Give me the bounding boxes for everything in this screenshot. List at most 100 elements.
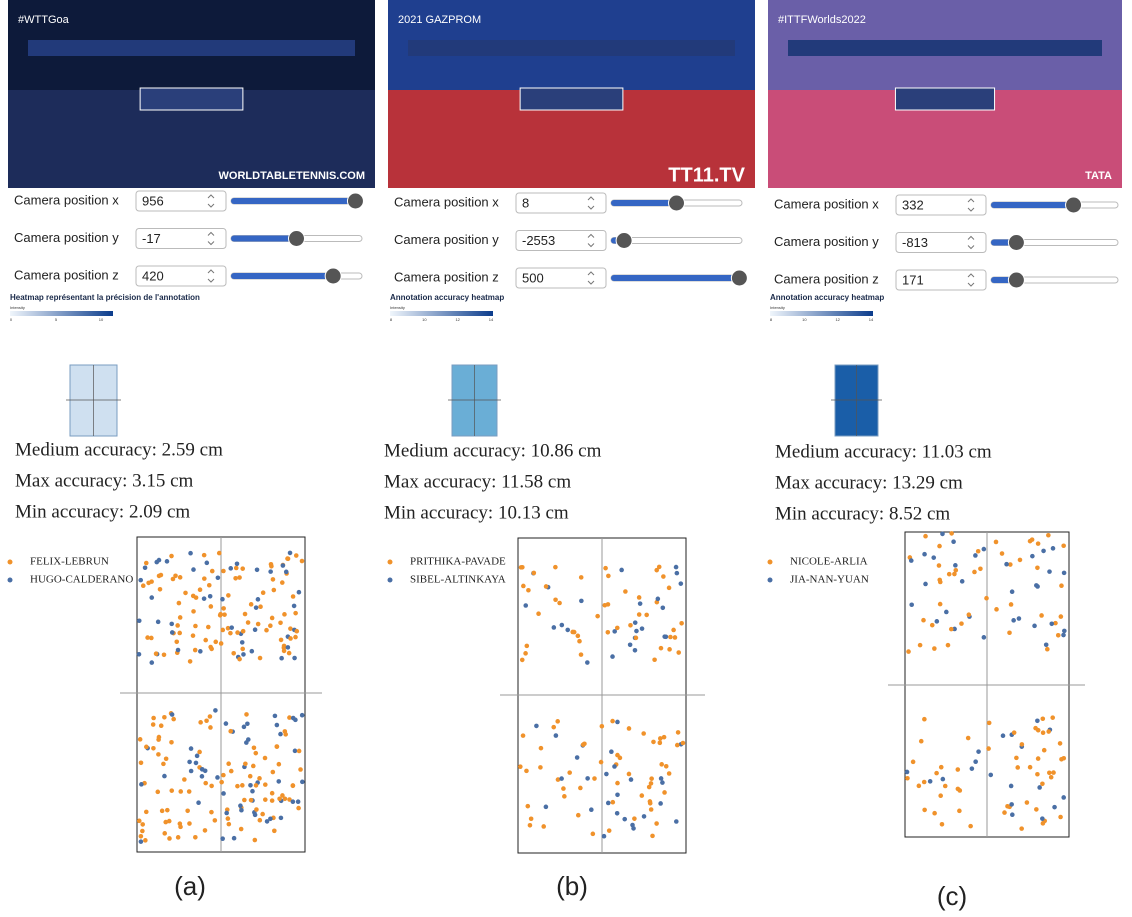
ball-point [292, 655, 297, 661]
ball-point [674, 742, 680, 748]
ball-point [138, 760, 144, 766]
ball-point [666, 585, 672, 591]
ball-point [257, 776, 262, 781]
ball-point [940, 531, 945, 537]
ball-point [626, 771, 632, 777]
ball-point [169, 553, 174, 559]
number-input[interactable] [135, 228, 227, 249]
ball-point [661, 574, 666, 579]
ball-point [551, 625, 557, 630]
slider-thumb[interactable] [1007, 271, 1025, 289]
ball-point [165, 807, 170, 813]
ball-point [192, 647, 198, 653]
ball-point [615, 780, 620, 786]
ball-point [276, 761, 282, 767]
ball-point [254, 567, 260, 573]
ball-point [555, 777, 561, 782]
ball-point [1043, 642, 1049, 648]
slider-thumb[interactable] [668, 194, 685, 212]
ball-point [674, 570, 680, 576]
ball-point [1047, 770, 1052, 776]
ball-point [285, 645, 291, 650]
ball-point [984, 595, 989, 601]
slider-thumb[interactable] [615, 232, 633, 249]
slider-thumb[interactable] [1065, 196, 1083, 214]
colorbar-tick: 10 [802, 317, 807, 322]
ball-point [1046, 729, 1051, 734]
ball-point [927, 779, 933, 784]
colorbar-tick: 12 [455, 317, 460, 322]
ball-point [285, 556, 290, 561]
ball-point [225, 625, 231, 631]
number-input[interactable] [135, 190, 227, 212]
ball-point [654, 567, 660, 573]
ball-point [644, 612, 649, 618]
slider-thumb[interactable] [288, 230, 305, 247]
ball-point [619, 567, 624, 573]
ball-point [204, 560, 210, 566]
ball-point [207, 714, 213, 719]
accuracy-stat: Min accuracy: 10.13 cm [384, 502, 569, 523]
ball-point [136, 618, 142, 624]
ball-point [1033, 725, 1038, 731]
ball-point [202, 576, 207, 581]
ball-point [271, 587, 277, 593]
ball-point [169, 739, 174, 745]
ball-point [183, 590, 188, 596]
camera-label: Camera position y [394, 232, 499, 247]
number-input[interactable] [515, 192, 607, 214]
ball-point [658, 736, 663, 741]
spinner [587, 233, 595, 248]
ball-point [922, 551, 927, 557]
ball-point [279, 655, 284, 661]
slider-thumb[interactable] [346, 192, 364, 210]
ball-point [293, 634, 298, 640]
ball-point [250, 788, 255, 794]
number-input[interactable] [895, 232, 987, 253]
ball-point [609, 749, 614, 755]
slider-thumb[interactable] [730, 269, 748, 287]
input-value: 8 [522, 195, 529, 210]
spinner [207, 231, 215, 246]
ball-point [942, 783, 948, 789]
ball-point [253, 783, 259, 788]
video-text: TATA [1085, 170, 1112, 182]
ball-point [534, 723, 539, 729]
ball-point [1008, 783, 1014, 789]
ball-point [145, 635, 150, 640]
ball-point [257, 817, 263, 823]
ball-point [260, 811, 265, 817]
number-input[interactable] [515, 267, 607, 289]
ball-point [298, 767, 303, 772]
video-text: TT11.TV [668, 164, 745, 186]
ball-point [934, 770, 939, 776]
ball-point [921, 617, 926, 623]
ball-point [194, 753, 200, 759]
ball-point [628, 622, 633, 628]
slider-thumb[interactable] [324, 267, 342, 285]
ball-point [567, 770, 572, 775]
ball-point [173, 573, 178, 579]
ball-point [170, 576, 176, 582]
legend-dot [7, 559, 13, 565]
ball-point [1007, 630, 1012, 636]
number-input[interactable] [895, 194, 987, 216]
number-input[interactable] [895, 269, 987, 291]
ball-point [290, 715, 296, 721]
slider-thumb[interactable] [1007, 234, 1025, 251]
ball-point [574, 755, 580, 760]
spinner [587, 196, 595, 210]
slider-fill [231, 198, 356, 204]
ball-point [277, 796, 282, 802]
ball-point [605, 800, 611, 806]
ball-point [220, 596, 225, 602]
ball-point [658, 776, 664, 781]
ball-point [551, 724, 557, 730]
ball-point [908, 558, 914, 563]
legend-dot [767, 577, 773, 583]
ball-point [528, 816, 534, 822]
ball-point [163, 756, 169, 762]
number-input[interactable] [135, 265, 227, 287]
ball-point [1030, 553, 1035, 559]
number-input[interactable] [515, 230, 607, 251]
